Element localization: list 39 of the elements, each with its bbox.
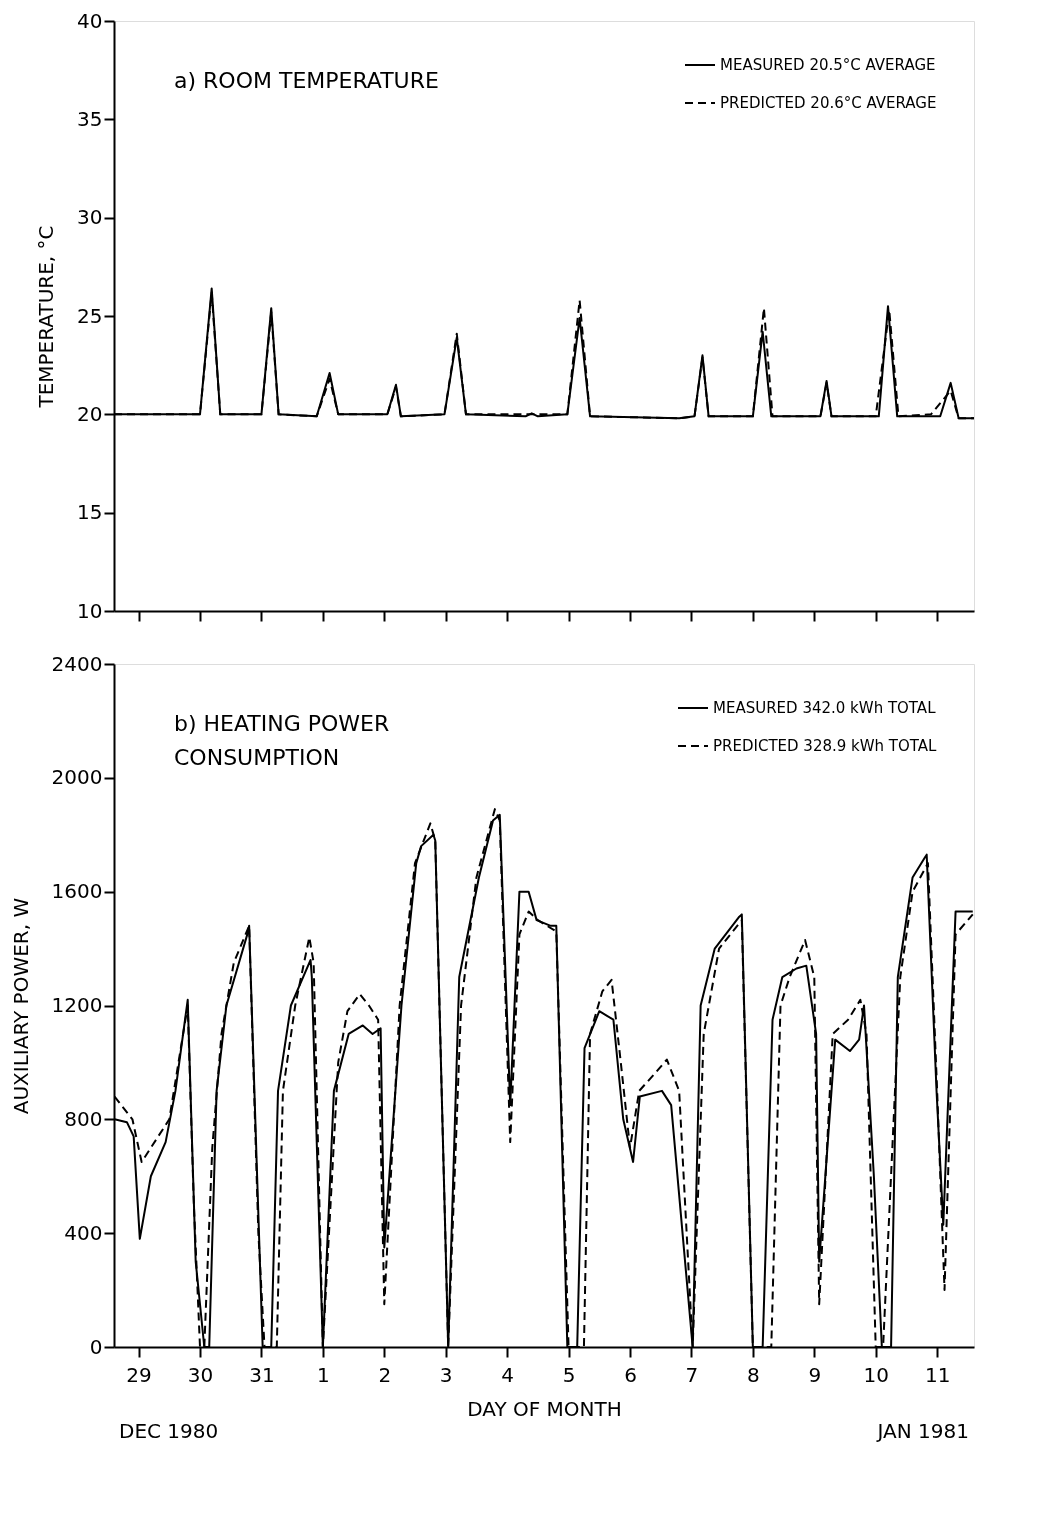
- y-tick-label: 1600: [51, 879, 103, 904]
- text: JAN 1981: [875, 1419, 969, 1443]
- annotation: a) ROOM TEMPERATURE: [174, 68, 439, 93]
- y-tick-label: 1200: [51, 993, 103, 1017]
- x-tick-label: 2: [378, 1362, 392, 1387]
- legend-label: MEASURED 20.5°C AVERAGE: [720, 56, 936, 74]
- x-tick-label: 3: [439, 1362, 453, 1387]
- y-axis-title: AUXILIARY POWER, W: [8, 897, 33, 1115]
- x-tick-label: 5: [562, 1362, 576, 1387]
- legend-label: PREDICTED 328.9 kWh TOTAL: [713, 737, 938, 755]
- y-tick-label: 40: [77, 8, 103, 33]
- y-tick-label: 800: [64, 1106, 103, 1131]
- x-tick-label: 11: [924, 1362, 951, 1387]
- x-tick-label: 29: [126, 1362, 152, 1387]
- x-tick-label: 7: [685, 1362, 699, 1387]
- y-tick-label: 2000: [51, 765, 103, 790]
- y-tick-label: 35: [77, 106, 103, 131]
- y-tick-label: 20: [77, 401, 103, 426]
- text: DEC 1980: [119, 1419, 219, 1443]
- y-tick-label: 30: [77, 205, 103, 230]
- y-axis-title: TEMPERATURE, °C: [34, 225, 59, 409]
- y-tick-label: 0: [89, 1334, 103, 1359]
- x-tick-label: 4: [501, 1362, 515, 1387]
- legend-label: MEASURED 342.0 kWh TOTAL: [713, 699, 937, 717]
- x-tick-label: 31: [249, 1362, 275, 1387]
- x-tick-label: 10: [863, 1362, 889, 1387]
- x-tick-label: 1: [316, 1362, 330, 1387]
- y-tick-label: 15: [77, 500, 103, 525]
- y-tick-label: 2400: [51, 651, 103, 676]
- annotation: b) HEATING POWER CONSUMPTION: [174, 711, 390, 770]
- legend-label: PREDICTED 20.6°C AVERAGE: [720, 94, 937, 112]
- x-tick-label: 9: [808, 1362, 822, 1387]
- y-tick-label: 400: [64, 1220, 103, 1245]
- y-tick-label: 25: [77, 303, 103, 328]
- x-tick-label: 30: [187, 1362, 214, 1387]
- y-tick-label: 10: [77, 598, 103, 623]
- x-axis-title: DAY OF MONTH: [467, 1396, 622, 1421]
- x-tick-label: 8: [746, 1362, 760, 1387]
- x-tick-label: 6: [624, 1362, 637, 1387]
